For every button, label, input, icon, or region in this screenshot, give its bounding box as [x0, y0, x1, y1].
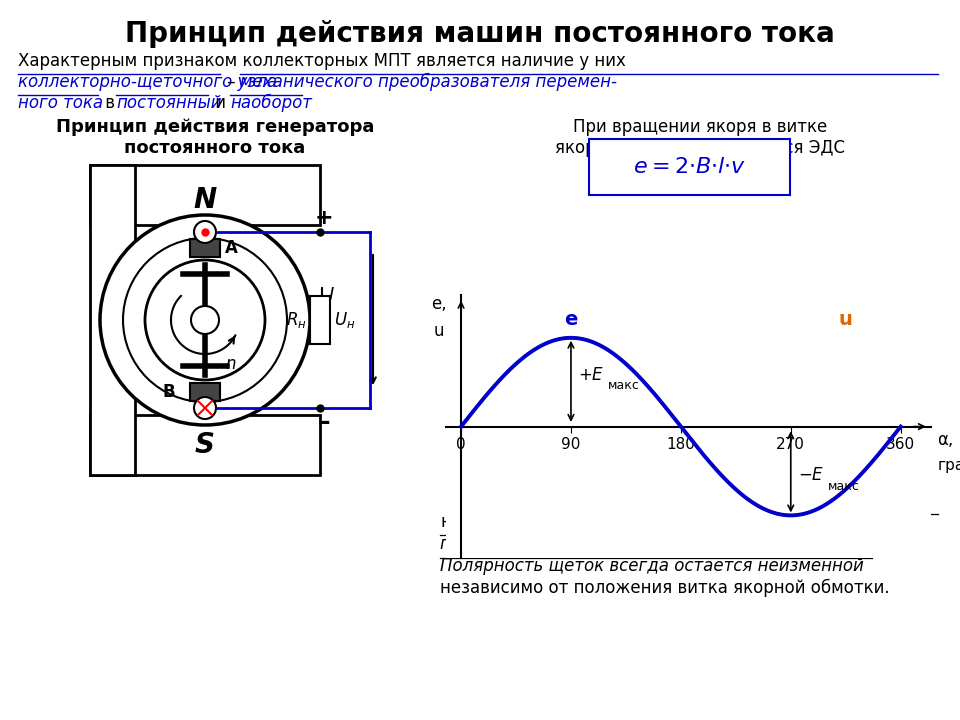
Text: Характерным признаком коллекторных МПТ является наличие у них: Характерным признаком коллекторных МПТ я…: [18, 52, 626, 70]
Text: независимо от положения витка якорной обмотки.: независимо от положения витка якорной об…: [440, 579, 890, 597]
Text: +: +: [315, 208, 333, 228]
Text: B: B: [163, 383, 176, 401]
Circle shape: [145, 260, 265, 380]
Bar: [310, 296, 330, 344]
Text: происходит смена коллекторных: происходит смена коллекторных: [552, 513, 850, 531]
Text: $+E$: $+E$: [578, 366, 605, 384]
Text: n: n: [225, 355, 235, 373]
Text: Принцип действия машин постоянного тока: Принцип действия машин постоянного тока: [125, 20, 835, 48]
Text: u: u: [839, 310, 852, 329]
Text: Принцип действия генератора
постоянного тока: Принцип действия генератора постоянного …: [56, 118, 374, 157]
Text: S: S: [195, 431, 215, 459]
Text: коллекторно-щеточного узла: коллекторно-щеточного узла: [18, 73, 277, 91]
Bar: [190, 383, 220, 401]
Text: ного тока: ного тока: [18, 94, 103, 112]
Text: пластин под щетками.: пластин под щетками.: [440, 534, 639, 552]
Text: $-E$: $-E$: [798, 467, 825, 485]
Text: –: –: [222, 73, 241, 91]
Text: град: град: [937, 458, 960, 472]
Text: Полярность щеток всегда остается неизменной: Полярность щеток всегда остается неизмен…: [440, 557, 864, 575]
Bar: [90, 415, 320, 475]
Text: и: и: [210, 94, 231, 112]
Circle shape: [194, 397, 216, 419]
Text: в: в: [100, 94, 120, 112]
Text: $U_н$: $U_н$: [334, 310, 355, 330]
Circle shape: [191, 306, 219, 334]
Text: макс: макс: [828, 480, 859, 492]
Text: $R_н$: $R_н$: [286, 310, 307, 330]
FancyBboxPatch shape: [589, 139, 790, 195]
Text: При вращении якоря в витке
якорной обмотки наводится ЭДС: При вращении якоря в витке якорной обмот…: [555, 118, 845, 157]
Circle shape: [194, 221, 216, 243]
Text: направление: направление: [440, 513, 555, 531]
Text: механического преобразователя перемен-: механического преобразователя перемен-: [240, 73, 617, 91]
Text: N: N: [193, 186, 217, 214]
Text: постоянный: постоянный: [116, 94, 222, 112]
Bar: [90, 165, 320, 225]
Text: A: A: [225, 239, 238, 257]
Bar: [90, 165, 135, 475]
Text: u: u: [434, 322, 444, 340]
Bar: [190, 239, 220, 257]
Text: e: e: [564, 310, 578, 329]
Circle shape: [123, 238, 287, 402]
Text: –: –: [318, 410, 330, 434]
Text: наоборот: наоборот: [230, 94, 312, 112]
Text: Когда ЭДС в витке якорной обмотке меняет свое: Когда ЭДС в витке якорной обмотке меняет…: [440, 492, 895, 510]
Circle shape: [100, 215, 310, 425]
Text: $e=2{\cdot}B{\cdot}l{\cdot}v$: $e=2{\cdot}B{\cdot}l{\cdot}v$: [634, 157, 747, 177]
Text: $I$: $I$: [328, 286, 335, 304]
Text: α,: α,: [937, 431, 953, 449]
Text: e,: e,: [431, 295, 447, 313]
Text: макс: макс: [608, 379, 639, 392]
